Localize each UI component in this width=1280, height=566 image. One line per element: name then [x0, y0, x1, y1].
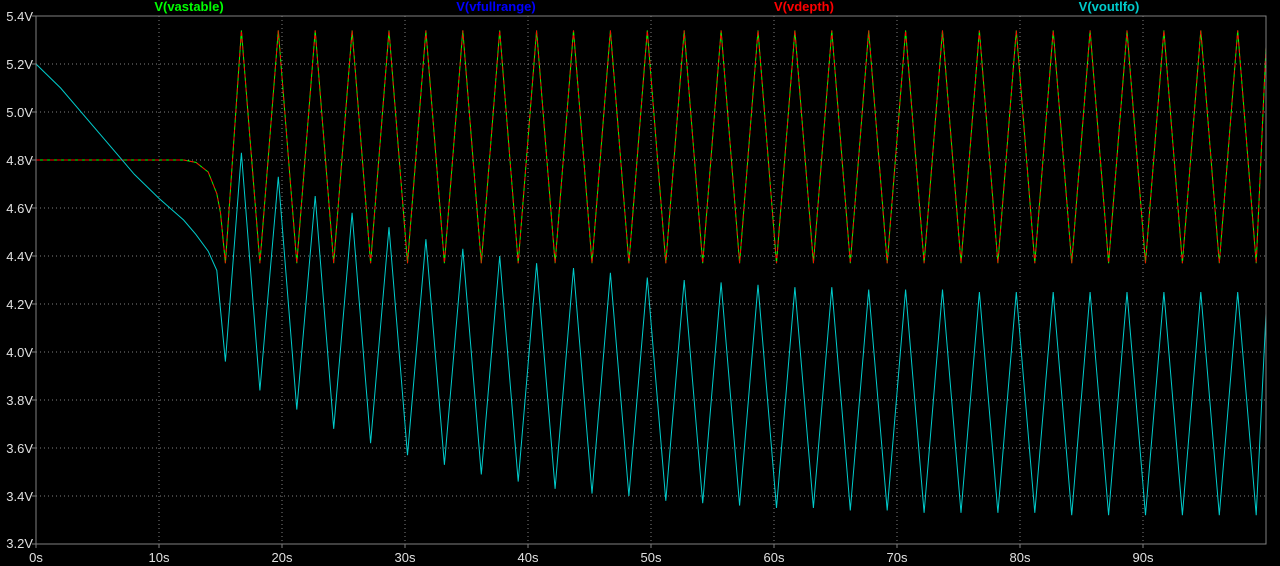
y-tick-label: 4.2V	[6, 297, 33, 312]
x-tick-label: 0s	[29, 550, 43, 565]
series-line-vvoutlfo	[35, 63, 1267, 516]
legend: V(vastable) V(vfullrange) V(vdepth) V(voutl…	[154, 0, 1139, 14]
x-tick-label: 80s	[1010, 550, 1031, 565]
legend-entry: V(vastable)	[154, 0, 223, 14]
y-tick-label: 5.2V	[6, 57, 33, 72]
y-tick-label: 3.4V	[6, 489, 33, 504]
x-tick-label: 60s	[764, 550, 785, 565]
y-tick-label: 4.6V	[6, 201, 33, 216]
x-tick-label: 20s	[272, 550, 293, 565]
grid	[36, 16, 1266, 544]
legend-entry: V(vdepth)	[774, 0, 834, 14]
series-line-vvdepth	[36, 30, 1267, 264]
y-tick-label: 3.8V	[6, 393, 33, 408]
x-tick-label: 50s	[641, 550, 662, 565]
x-tick-label: 90s	[1133, 550, 1154, 565]
series-layer	[35, 30, 1267, 516]
y-tick-label: 3.2V	[6, 536, 33, 551]
y-tick-label: 4.8V	[6, 153, 33, 168]
y-tick-label: 5.4V	[6, 9, 33, 24]
x-tick-label: 30s	[395, 550, 416, 565]
x-tick-label: 70s	[887, 550, 908, 565]
y-tick-label: 4.0V	[6, 345, 33, 360]
axes: 0s 10s 20s 30s 40s 50s 60s 70s 80s 90s 3.2V 3.4V 3.6…	[6, 9, 1267, 565]
y-tick-label: 3.6V	[6, 441, 33, 456]
legend-entry: V(vfullrange)	[456, 0, 535, 14]
y-tick-label: 5.0V	[6, 105, 33, 120]
y-tick-label: 4.4V	[6, 249, 33, 264]
legend-entry: V(voutlfo)	[1079, 0, 1140, 14]
x-tick-label: 40s	[518, 550, 539, 565]
x-tick-label: 10s	[149, 550, 170, 565]
